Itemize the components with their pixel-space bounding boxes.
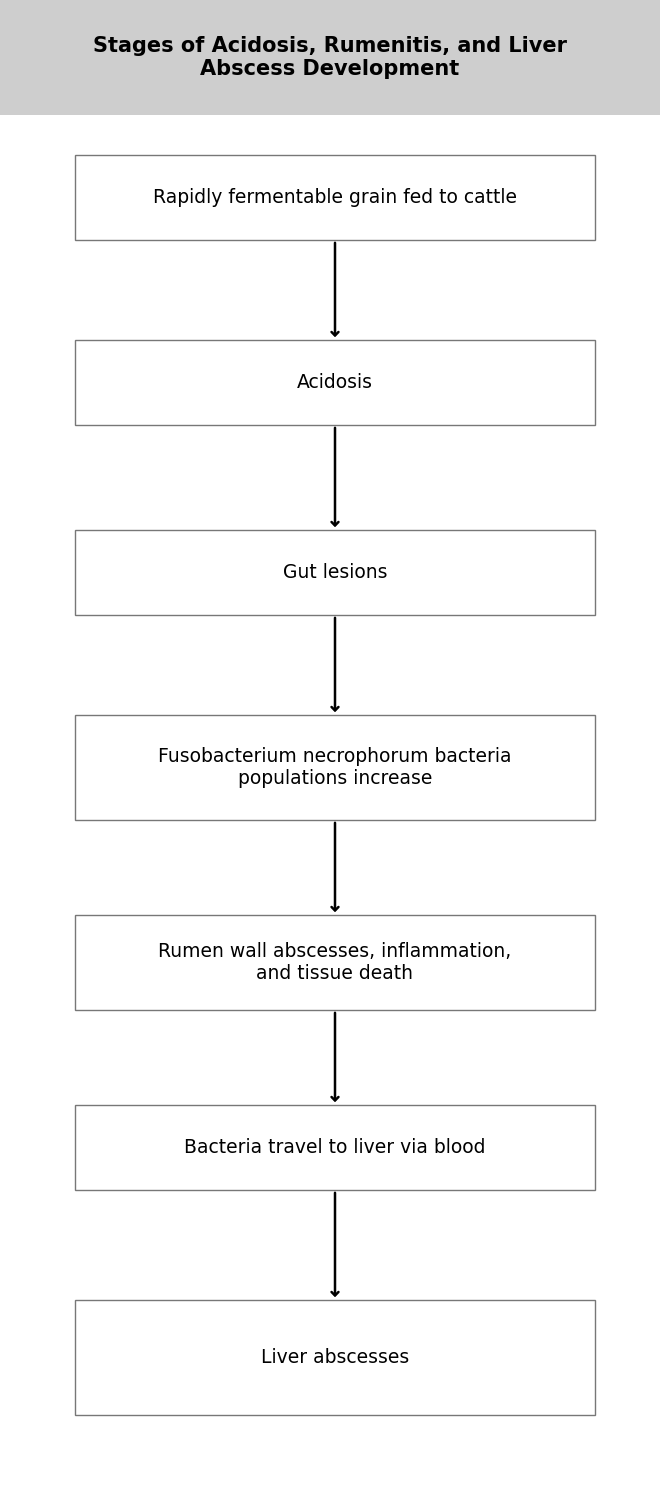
Text: Fusobacterium necrophorum bacteria
populations increase: Fusobacterium necrophorum bacteria popul…: [158, 747, 512, 789]
Text: Stages of Acidosis, Rumenitis, and Liver
Abscess Development: Stages of Acidosis, Rumenitis, and Liver…: [93, 36, 567, 79]
Text: Bacteria travel to liver via blood: Bacteria travel to liver via blood: [184, 1138, 486, 1157]
FancyBboxPatch shape: [0, 0, 660, 114]
FancyBboxPatch shape: [75, 154, 595, 241]
FancyBboxPatch shape: [75, 1105, 595, 1189]
Text: Rumen wall abscesses, inflammation,
and tissue death: Rumen wall abscesses, inflammation, and …: [158, 941, 512, 983]
FancyBboxPatch shape: [75, 714, 595, 820]
Text: Rapidly fermentable grain fed to cattle: Rapidly fermentable grain fed to cattle: [153, 189, 517, 206]
FancyBboxPatch shape: [75, 530, 595, 615]
FancyBboxPatch shape: [75, 915, 595, 1010]
Text: Acidosis: Acidosis: [297, 373, 373, 392]
FancyBboxPatch shape: [75, 340, 595, 425]
FancyBboxPatch shape: [75, 1299, 595, 1415]
Text: Gut lesions: Gut lesions: [282, 563, 387, 582]
Text: Liver abscesses: Liver abscesses: [261, 1348, 409, 1368]
